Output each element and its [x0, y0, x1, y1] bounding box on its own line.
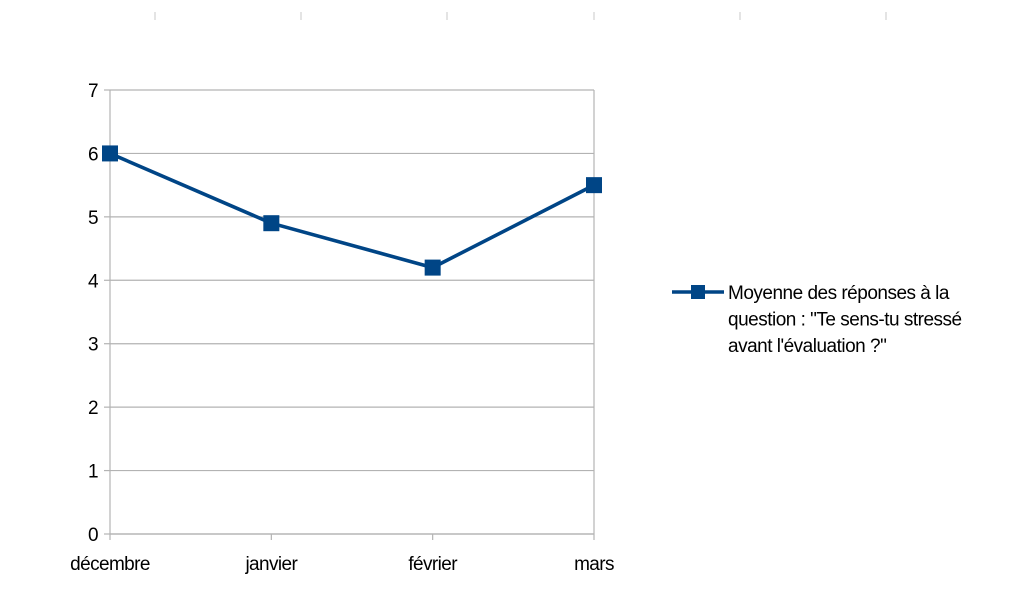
x-tick-labels: décembre janvier février mars	[70, 554, 614, 575]
data-point-marker	[424, 259, 441, 276]
axes	[104, 89, 595, 540]
y-tick-label: 2	[88, 398, 98, 419]
y-tick-label: 6	[88, 144, 98, 165]
y-tick-label: 7	[88, 81, 98, 102]
x-tick-label: décembre	[70, 554, 150, 575]
legend-label-line: question : "Te sens-tu stressé	[728, 310, 962, 331]
y-tick-label: 5	[88, 208, 98, 229]
y-tick-label: 4	[88, 271, 99, 292]
ruler-marks-top	[154, 12, 887, 20]
legend-marker-swatch	[691, 285, 705, 299]
y-tick-label: 3	[88, 335, 98, 356]
series-layer	[102, 145, 602, 276]
data-point-marker	[102, 145, 118, 162]
series-line	[109, 151, 595, 270]
data-point-marker	[586, 177, 602, 194]
legend-label-line: avant l'évaluation ?"	[728, 336, 886, 357]
data-point-marker	[263, 215, 280, 232]
x-tick-label: janvier	[244, 554, 298, 575]
gridlines	[110, 89, 594, 535]
y-tick-label: 0	[88, 525, 98, 546]
x-tick-label: février	[408, 554, 458, 575]
legend-label-line: Moyenne des réponses à la	[728, 283, 950, 304]
y-tick-label: 1	[88, 462, 98, 483]
x-tick-label: mars	[574, 554, 614, 575]
y-tick-labels: 0 1 2 3 4 5 6 7	[88, 81, 100, 546]
legend: Moyenne des réponses à la question : "Te …	[672, 283, 962, 357]
